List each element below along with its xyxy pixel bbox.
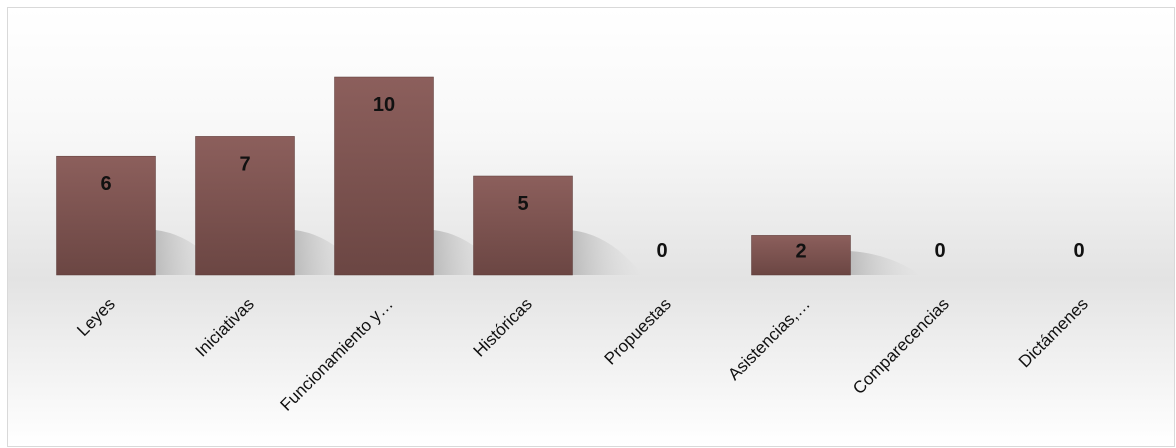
data-label: 6 — [100, 173, 111, 195]
bar-chart: 6 7 10 5 0 2 0 0 Leyes Iniciativas Funcionamiento… — [56, 76, 1092, 415]
bar — [473, 175, 573, 276]
x-tick-label: Históricas — [470, 294, 536, 360]
bar — [56, 155, 156, 276]
data-label: 0 — [1073, 240, 1084, 262]
x-tick-label: Comparecencias — [849, 294, 953, 398]
x-tick-label: Asistencias,… — [724, 294, 814, 384]
x-tick-label: Propuestas — [601, 294, 675, 368]
data-label: 5 — [517, 193, 528, 215]
data-label: 2 — [795, 240, 806, 262]
data-label: 0 — [934, 240, 945, 262]
bar — [195, 136, 295, 276]
bar — [751, 235, 851, 276]
bar-shadow — [850, 251, 921, 275]
x-tick-label: Dictámenes — [1015, 294, 1092, 371]
x-tick-label: Funcionamiento y… — [276, 294, 396, 414]
bar-shadow — [572, 230, 643, 275]
x-tick-label: Leyes — [73, 294, 119, 340]
data-label: 10 — [373, 94, 395, 116]
bars — [56, 76, 851, 276]
data-label: 7 — [239, 153, 250, 175]
data-label: 0 — [656, 240, 667, 262]
chart-area: 6 7 10 5 0 2 0 0 Leyes Iniciativas Funcionamiento… — [7, 7, 1175, 447]
bar — [334, 76, 434, 276]
x-tick-label: Iniciativas — [192, 294, 258, 360]
data-labels: 6 7 10 5 0 2 0 0 — [100, 94, 1084, 262]
x-axis-tick-labels: Leyes Iniciativas Funcionamiento y… Históri… — [73, 294, 1092, 414]
